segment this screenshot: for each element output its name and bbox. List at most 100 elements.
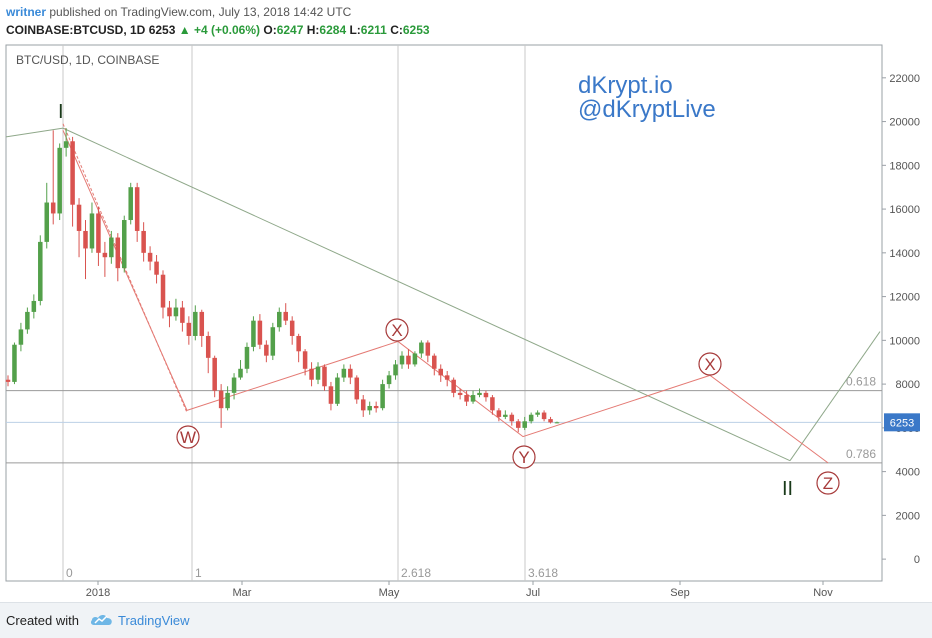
candle-body — [186, 322, 192, 336]
candle-body — [367, 405, 372, 411]
publish-line: writner published on TradingView.com, Ju… — [6, 5, 351, 19]
candle-body — [193, 311, 198, 336]
published-text: published on TradingView.com, July 13, 2… — [49, 5, 352, 19]
author-link[interactable]: writner — [6, 5, 47, 19]
fib-level-label: 0.618 — [846, 375, 876, 389]
candle-body — [31, 300, 37, 312]
y-tick-label: 4000 — [896, 467, 920, 479]
change-value: +4 (+0.06%) — [193, 23, 261, 37]
publish-header: writner published on TradingView.com, Ju… — [0, 0, 932, 40]
x-tick-label: Nov — [813, 587, 833, 599]
last-price: 6253 — [148, 23, 176, 37]
high-value: 6284 — [319, 23, 347, 37]
trend-line — [789, 331, 881, 461]
chart-area[interactable]: 0 1 2.618 3.618 0.618 0.786 I W X Y X Z II 0 2000 400… — [0, 40, 932, 602]
candle-body — [251, 320, 256, 347]
candle-body — [393, 364, 398, 376]
candle-body — [283, 311, 288, 321]
low-label: L: — [349, 23, 361, 37]
candle-body — [102, 252, 108, 258]
candle-body — [335, 377, 340, 404]
wave-label-x1-circle — [385, 318, 409, 342]
price-tag — [884, 413, 920, 432]
tradingview-link[interactable]: TradingView — [118, 613, 190, 628]
candle-body — [548, 419, 553, 423]
candle-body — [509, 414, 515, 422]
candle-body — [432, 355, 437, 369]
candle-body — [154, 261, 159, 275]
close-value: 6253 — [402, 23, 430, 37]
candle-body — [373, 405, 379, 409]
fib-level-label: 0.786 — [846, 447, 876, 461]
candle-body — [412, 353, 418, 365]
candle-body — [141, 230, 146, 253]
candle-body — [264, 344, 269, 356]
candle-body — [218, 390, 224, 409]
candle-body — [360, 399, 366, 411]
fib-time-label: 2.618 — [401, 566, 431, 580]
candle-body — [5, 379, 11, 382]
candle-body — [399, 355, 405, 365]
candle-body — [289, 320, 295, 336]
candle-body — [134, 187, 140, 231]
trend-line — [5, 127, 64, 138]
candle-body — [528, 414, 534, 422]
candle-body — [490, 397, 495, 411]
fib-time-label: 3.618 — [528, 566, 558, 580]
price-axis[interactable]: 0200040006000800010000120001400016000180… — [882, 73, 920, 566]
candle-body — [341, 368, 347, 378]
candle-body — [522, 421, 527, 428]
low-value: 6211 — [360, 23, 387, 37]
change-up-icon: ▲ — [178, 23, 191, 37]
wave-label-w: W — [180, 428, 196, 447]
y-tick-label: 2000 — [896, 510, 920, 522]
candle-body — [12, 344, 17, 382]
candle-body — [212, 357, 217, 391]
y-tick-label: 14000 — [889, 248, 920, 260]
x-tick-label: Sep — [670, 587, 690, 599]
footer-bar: Created with TradingView — [0, 602, 932, 638]
candle-body — [554, 422, 560, 424]
candle-body — [83, 230, 88, 249]
created-with-label: Created with — [6, 613, 79, 628]
close-label: C: — [390, 23, 403, 37]
trend-line — [62, 127, 791, 462]
wave-annotations: I W X Y X Z II — [58, 101, 840, 500]
open-label: O: — [263, 23, 277, 37]
x-tick-label: Mar — [233, 587, 252, 599]
wave-label-x1: X — [391, 321, 402, 340]
candle-body — [173, 307, 179, 317]
price-tag-label: 6253 — [890, 417, 914, 429]
candle-body — [25, 311, 30, 330]
candle-body — [225, 392, 230, 409]
wave-label-z-circle — [816, 471, 840, 495]
candle-body — [444, 375, 450, 380]
y-tick-label: 8000 — [896, 379, 920, 391]
candle-body — [121, 220, 127, 269]
candle-body — [257, 320, 263, 345]
candle-body — [76, 204, 82, 231]
candle-body — [96, 213, 101, 253]
candle-body — [270, 327, 276, 356]
wave-label-x2: X — [704, 355, 715, 374]
candle-body — [457, 392, 463, 396]
candle-body — [503, 414, 508, 417]
tradingview-cloud-icon — [90, 615, 112, 625]
candle-body — [167, 307, 172, 317]
y-tick-label: 22000 — [889, 73, 920, 85]
candle-body — [147, 252, 153, 262]
candle-body — [128, 187, 133, 221]
y-tick-label: 0 — [914, 554, 920, 566]
candle-body — [464, 395, 469, 402]
time-axis[interactable]: 2018 Mar May Jul Sep Nov — [86, 581, 834, 599]
fib-time-label: 1 — [195, 566, 202, 580]
y-tick-label: 18000 — [889, 160, 920, 172]
wave-label-x2-circle — [698, 352, 722, 376]
candle-body — [380, 384, 385, 409]
candle-body — [451, 379, 456, 393]
x-tick-label: Jul — [526, 587, 540, 599]
candle-body — [425, 342, 431, 356]
candle-body — [496, 410, 502, 417]
price-chart[interactable]: 0 1 2.618 3.618 0.618 0.786 I W X Y X Z II 0 2000 400… — [0, 40, 932, 602]
candle-body — [57, 147, 62, 214]
